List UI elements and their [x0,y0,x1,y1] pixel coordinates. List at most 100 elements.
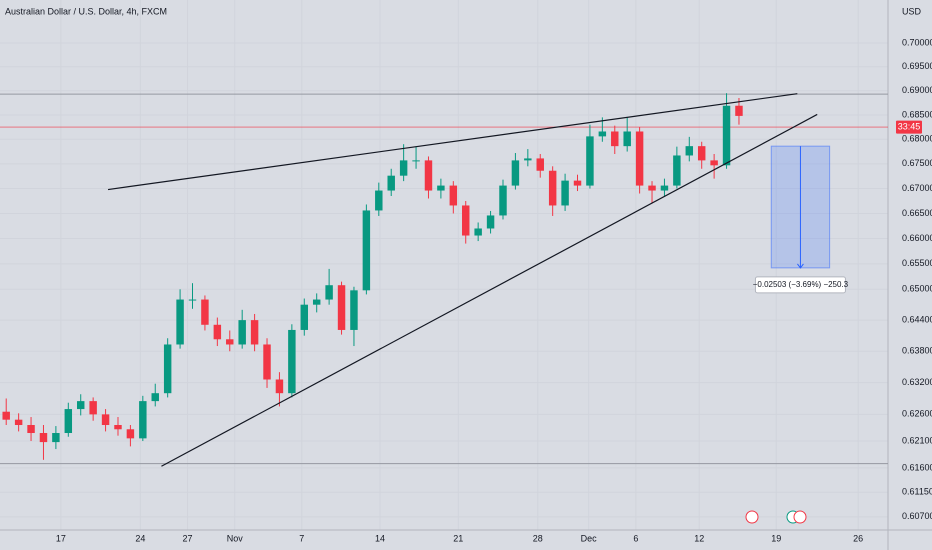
y-tick-label: 0.70000 [902,37,932,47]
trendline [107,93,798,191]
candle-body [437,185,445,191]
candle-body [213,324,222,340]
x-tick-label: 27 [183,533,193,543]
candle-body [635,131,644,186]
candle-body [673,155,681,186]
candle-body [2,411,10,420]
candle-body [387,175,395,191]
candle-body [312,299,321,305]
candle-body [14,419,23,426]
x-tick-label: 7 [299,533,304,543]
countdown-box [896,120,922,134]
x-tick-label: 19 [771,533,781,543]
candle-body [139,401,147,439]
candle-body [511,160,520,186]
candle-body [499,185,507,216]
candle-body [623,131,631,147]
y-tick-label: 0.62600 [902,409,932,419]
chart-title: Australian Dollar / U.S. Dollar, 4h, FXC… [5,6,167,16]
candle-body [722,105,731,166]
candle-body [598,131,607,137]
candle-body [449,185,458,206]
candle-body [548,170,557,206]
y-tick-label: 0.60700 [902,511,932,521]
candle-body [114,425,122,430]
currency-label: USD [902,6,922,16]
candle-body [685,146,694,156]
candle-body [325,285,333,300]
candle-body [350,290,358,330]
y-tick-label: 0.61600 [902,462,932,472]
candle-body [660,185,669,191]
x-tick-label: 12 [694,533,704,543]
candle-body [536,158,544,171]
candle-body [226,339,234,345]
x-tick-label: Dec [581,533,598,543]
candle-body [648,185,656,191]
y-tick-label: 0.65000 [902,284,932,294]
candle-body [710,160,718,166]
candle-body [263,344,271,380]
candle-body [561,180,569,206]
candle-body [176,299,184,345]
x-tick-label: 21 [453,533,463,543]
y-tick-label: 0.63200 [902,377,932,387]
candle-body [201,299,209,325]
measure-arrow-head [797,263,804,269]
candle-body [412,160,420,162]
candle-body [486,215,495,229]
y-tick-label: 0.68500 [902,109,932,119]
x-tick-label: 28 [533,533,543,543]
candle-body [288,329,296,394]
candle-body [375,190,383,211]
y-tick-label: 0.66000 [902,233,932,243]
y-tick-label: 0.67500 [902,158,932,168]
x-tick-label: Nov [227,533,244,543]
candle-body [462,205,470,236]
candle-body [275,379,284,394]
y-tick-label: 0.69500 [902,61,932,71]
candle-body [89,401,97,415]
y-tick-label: 0.68000 [902,134,932,144]
candle-body [735,105,743,116]
y-tick-label: 0.69000 [902,85,932,95]
candle-body [151,393,159,402]
candle-body [697,146,706,161]
measure-label-box [754,276,846,294]
candle-body [573,180,582,186]
event-icons [745,510,807,524]
y-tick-label: 0.67000 [902,183,932,193]
measure-label: −0.02503 (−3.69%) −250.3 [753,280,849,289]
event-icon [745,510,759,524]
y-tick-label: 0.63800 [902,346,932,356]
y-tick-label: 0.66500 [902,208,932,218]
candle-body [250,320,259,345]
trendline [161,113,818,467]
x-tick-label: 26 [853,533,863,543]
candle-body [424,160,433,191]
candle-body [27,425,35,434]
candle-body [586,136,594,186]
candle-body [39,433,48,443]
candle-body [611,131,619,147]
candle-body [163,344,172,394]
y-tick-label: 0.64400 [902,315,932,325]
candle-body [362,210,371,291]
y-tick-label: 0.65500 [902,258,932,268]
candle-body [188,299,197,301]
candle-body [524,158,532,161]
x-tick-label: 24 [135,533,145,543]
candle-body [126,429,135,439]
candle-body [300,304,309,330]
y-tick-label: 0.61150 [902,487,932,497]
candle-body [337,285,346,330]
candle-body [101,414,110,426]
candle-body [64,409,73,434]
x-tick-label: 14 [375,533,385,543]
event-icon [793,510,807,524]
x-tick-label: 6 [633,533,638,543]
candle-body [52,433,60,443]
countdown-label: 33:45 [898,121,921,131]
candle-body [474,228,482,236]
